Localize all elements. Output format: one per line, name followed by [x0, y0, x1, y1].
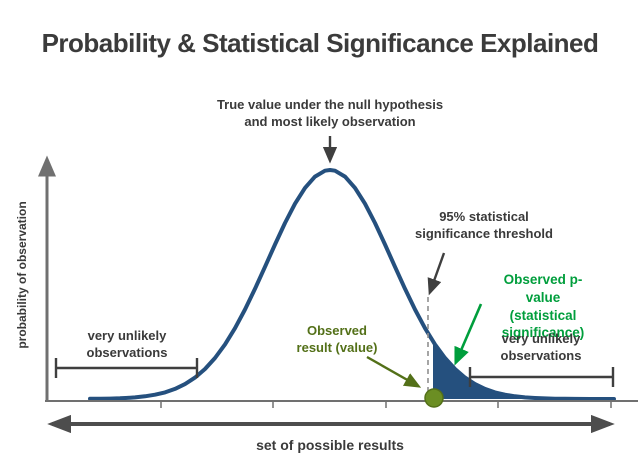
threshold-arrow [427, 252, 446, 296]
x-axis-ticks [160, 401, 612, 408]
observed-result-arrow [366, 355, 422, 388]
annotation-unlikely-right: very unlikely observations [500, 331, 582, 364]
significance-area [433, 341, 614, 399]
annotation-unlikely-left: very unlikely observations [86, 328, 168, 361]
p-value-arrow [454, 303, 483, 366]
left-range-bracket [54, 358, 199, 378]
annotation-observed-result: Observed result (value) [296, 323, 378, 356]
right-range-bracket [468, 367, 615, 387]
annotation-null-hypothesis: True value under the null hypothesis and… [216, 97, 444, 130]
x-axis-label: set of possible results [256, 437, 404, 453]
diagram-title: Probability & Statistical Significance E… [41, 28, 599, 58]
annotation-threshold: 95% statistical significance threshold [415, 209, 553, 242]
bell-curve [88, 168, 616, 401]
observed-result-dot [424, 388, 444, 408]
annotation-p-value: Observed p-value (statistical significan… [501, 272, 585, 341]
y-axis-label: probability of observation [15, 201, 29, 349]
